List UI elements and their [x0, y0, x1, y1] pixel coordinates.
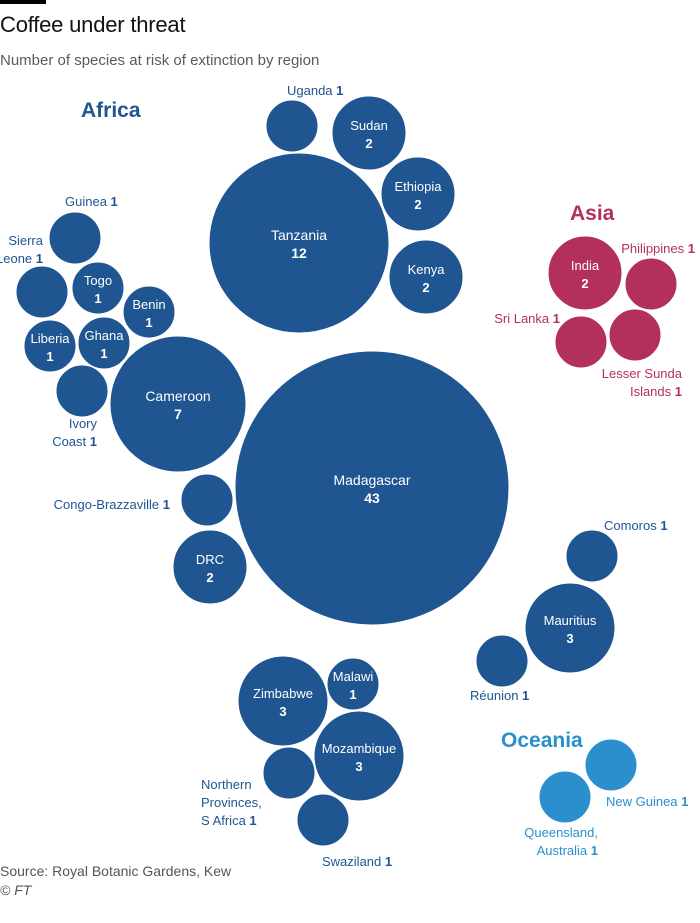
bubble-value-malawi: 1	[349, 687, 356, 702]
bubble-value-mauritius: 3	[566, 631, 573, 646]
bubble-cameroon	[109, 335, 247, 473]
bubble-value-northern-provinces-s-africa: 1	[249, 813, 256, 828]
bubble-value-uganda: 1	[336, 83, 343, 98]
bubble-comoros	[565, 529, 619, 583]
bubble-label-tanzania: Tanzania	[271, 227, 327, 243]
source-note: Source: Royal Botanic Gardens, Kew	[0, 863, 232, 879]
bubble-value-cameroon: 7	[174, 406, 182, 422]
bubble-value-lesser-sunda-islands: 1	[675, 384, 682, 399]
bubble-value-comoros: 1	[660, 518, 667, 533]
bubble-value-benin: 1	[145, 315, 152, 330]
bubble-label-liberia: Liberia	[30, 331, 70, 346]
bubble-guinea	[48, 211, 102, 265]
bubble-value-tanzania: 12	[291, 245, 307, 261]
bubble-label-cameroon: Cameroon	[145, 388, 210, 404]
bubble-label-sri-lanka: Sri Lanka 1	[494, 311, 560, 326]
bubble-value-liberia: 1	[46, 349, 53, 364]
bubble-value-reunion: 1	[522, 688, 529, 703]
bubble-togo	[71, 261, 125, 315]
bubble-label-kenya: Kenya	[408, 262, 446, 277]
bubble-drc	[172, 529, 248, 605]
bubble-sierra-leone	[15, 265, 69, 319]
bubble-label-mauritius: Mauritius	[544, 613, 597, 628]
group-label-asia: Asia	[570, 202, 615, 225]
bubble-value-drc: 2	[206, 570, 213, 585]
bubble-ethiopia	[380, 156, 456, 232]
bubble-label-comoros: Comoros 1	[604, 518, 668, 533]
bubble-ghana	[77, 316, 131, 370]
bubble-liberia	[23, 319, 77, 373]
bubble-sri-lanka	[554, 315, 608, 369]
bubble-benin	[122, 285, 176, 339]
bubble-value-swaziland: 1	[385, 854, 392, 869]
bubble-label-zimbabwe: Zimbabwe	[253, 686, 313, 701]
bubble-value-madagascar: 43	[364, 490, 380, 506]
bubble-mauritius	[524, 582, 616, 674]
bubble-value-sierra-leone: 1	[36, 251, 43, 266]
bubble-value-sri-lanka: 1	[553, 311, 560, 326]
bubble-value-congo-brazzaville: 1	[163, 497, 170, 512]
group-label-africa: Africa	[81, 99, 141, 122]
bubble-kenya	[388, 239, 464, 315]
bubble-swaziland	[296, 793, 350, 847]
bubble-value-india: 2	[581, 276, 588, 291]
bubble-value-philippines: 1	[688, 241, 695, 256]
bubble-label-sierra-leone: SierraLeone 1	[0, 233, 44, 266]
bubble-value-zimbabwe: 3	[279, 704, 286, 719]
bubble-ivory-coast	[55, 364, 109, 418]
bubble-label-philippines: Philippines 1	[621, 241, 695, 256]
bubble-label-northern-provinces-s-africa: Northern Provinces, S Africa 1	[201, 777, 262, 828]
bubble-lesser-sunda-islands	[608, 308, 662, 362]
bubble-label-ivory-coast: Ivory Coast 1	[52, 416, 97, 449]
bubble-sudan	[331, 95, 407, 171]
bubble-label-mozambique: Mozambique	[322, 741, 396, 756]
bubble-value-mozambique: 3	[355, 759, 362, 774]
bubble-label-guinea: Guinea 1	[65, 194, 118, 209]
bubble-label-new-guinea: New Guinea 1	[606, 794, 688, 809]
bubble-tanzania	[208, 152, 390, 334]
bubble-value-sudan: 2	[365, 136, 372, 151]
bubble-india	[547, 235, 623, 311]
bubble-queensland-australia	[538, 770, 592, 824]
bubble-reunion	[475, 634, 529, 688]
bubble-label-ethiopia: Ethiopia	[395, 179, 443, 194]
bubble-label-togo: Togo	[84, 273, 112, 288]
bubble-value-guinea: 1	[111, 194, 118, 209]
chart-title: Coffee under threat	[0, 12, 186, 37]
bubble-value-new-guinea: 1	[681, 794, 688, 809]
bubble-new-guinea	[584, 738, 638, 792]
bubble-label-swaziland: Swaziland 1	[322, 854, 392, 869]
bubble-zimbabwe	[237, 655, 329, 747]
bubble-uganda	[265, 99, 319, 153]
bubble-label-drc: DRC	[196, 552, 224, 567]
bubble-label-malawi: Malawi	[333, 669, 374, 684]
bubble-value-ivory-coast: 1	[90, 434, 97, 449]
bubble-value-kenya: 2	[422, 280, 429, 295]
copyright-note: © FT	[0, 882, 32, 898]
bubble-label-sudan: Sudan	[350, 118, 388, 133]
bubble-philippines	[624, 257, 678, 311]
bubble-value-queensland-australia: 1	[591, 843, 598, 858]
bubble-mozambique	[313, 710, 405, 802]
group-label-oceania: Oceania	[501, 729, 583, 752]
bubble-label-benin: Benin	[132, 297, 165, 312]
bubble-label-reunion: Réunion 1	[470, 688, 529, 703]
title-accent-bar	[0, 0, 46, 4]
bubble-label-uganda: Uganda 1	[287, 83, 343, 98]
bubble-value-ghana: 1	[100, 346, 107, 361]
bubble-value-togo: 1	[94, 291, 101, 306]
bubble-label-lesser-sunda-islands: Lesser Sunda Islands 1	[602, 366, 683, 399]
bubble-label-madagascar: Madagascar	[333, 472, 410, 488]
bubble-madagascar	[234, 350, 510, 626]
bubble-northern-provinces-s-africa	[262, 746, 316, 800]
chart-subtitle: Number of species at risk of extinction …	[0, 52, 320, 69]
bubble-label-ghana: Ghana	[84, 328, 124, 343]
bubble-label-india: India	[571, 258, 600, 273]
bubble-label-congo-brazzaville: Congo-Brazzaville 1	[54, 497, 170, 512]
bubble-malawi	[326, 657, 380, 711]
bubble-value-ethiopia: 2	[414, 197, 421, 212]
bubble-congo-brazzaville	[180, 473, 234, 527]
bubble-label-queensland-australia: Queensland, Australia 1	[524, 825, 598, 858]
